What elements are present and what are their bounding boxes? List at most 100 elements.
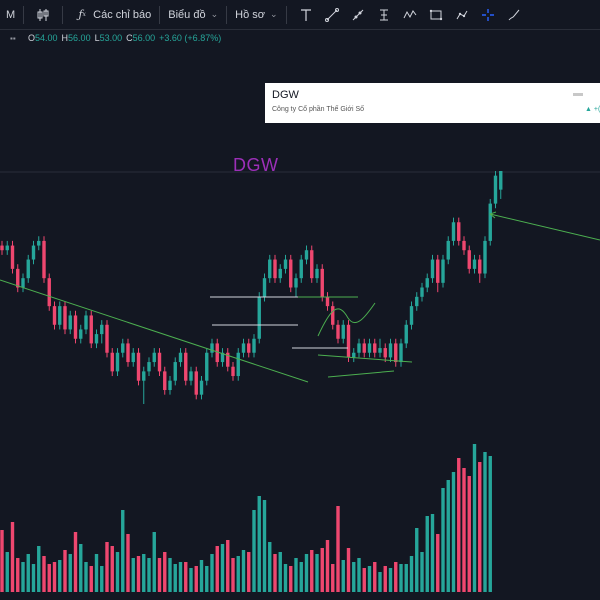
trendline <box>0 279 309 383</box>
volume-bar <box>320 548 324 592</box>
volume-bar <box>352 562 356 592</box>
volume-bar <box>16 558 20 592</box>
arrow-head-icon <box>488 211 497 219</box>
candle-body <box>325 296 330 307</box>
volume-bar <box>409 556 414 592</box>
timeframe-selector[interactable]: M <box>0 0 21 30</box>
rectangle-icon[interactable] <box>425 4 447 26</box>
candle-body <box>493 175 498 204</box>
candle-body <box>273 259 277 279</box>
volume-bar <box>451 472 456 592</box>
path-icon[interactable] <box>451 4 473 26</box>
volume-bar <box>436 534 440 592</box>
candle-body <box>257 296 261 339</box>
candle-body <box>136 352 141 381</box>
candle-body <box>388 343 393 358</box>
candle-body <box>173 362 177 381</box>
candle-body <box>215 343 219 363</box>
candle-body <box>220 352 225 363</box>
volume-bar <box>168 558 172 592</box>
volume-bar <box>52 562 57 592</box>
candle-body <box>394 343 398 363</box>
volume-bar <box>94 554 99 592</box>
collapse-icon[interactable]: ▪▪ <box>10 34 16 43</box>
symbol-watermark: DGW <box>233 155 279 175</box>
volume-bar <box>220 544 225 592</box>
volume-bar <box>483 452 487 592</box>
volume-bar <box>478 462 482 592</box>
line-tool-icon[interactable] <box>321 4 343 26</box>
candle-body <box>115 352 120 372</box>
cursor-text-icon[interactable] <box>373 4 395 26</box>
triangle-top-line <box>317 354 413 363</box>
candle-body <box>268 259 272 279</box>
candle-body <box>336 324 340 339</box>
volume-bar <box>115 552 120 592</box>
volume-bar <box>205 566 209 592</box>
volume-bar <box>189 568 193 592</box>
volume-bar <box>294 558 298 592</box>
candle-body <box>5 245 9 251</box>
volume-bar <box>241 550 246 592</box>
ray-tool-icon[interactable] <box>347 4 369 26</box>
candle-body <box>184 352 188 381</box>
volume-bar <box>63 550 67 592</box>
candle-body <box>110 352 114 372</box>
candle-body <box>142 371 146 381</box>
volume-bar <box>47 564 51 592</box>
volume-bar <box>446 480 450 592</box>
candle-body <box>168 380 172 391</box>
volume-bar <box>273 554 277 592</box>
volume-bar <box>226 540 230 592</box>
candle-body <box>499 171 503 190</box>
volume-bar <box>262 500 267 592</box>
volume-bar <box>457 458 461 592</box>
low-value: 53.00 <box>99 33 123 43</box>
candle-body <box>304 250 309 260</box>
candle-body <box>178 352 183 363</box>
volume-bar <box>252 510 256 592</box>
candle-body <box>378 348 382 353</box>
candle-body <box>241 343 246 353</box>
candle-body <box>283 259 288 269</box>
candle-body <box>157 352 162 372</box>
candle-body <box>462 240 466 251</box>
candle-body <box>357 343 361 353</box>
pattern-icon[interactable] <box>399 4 421 26</box>
volume-bar <box>341 560 345 592</box>
toolbar-divider <box>159 5 161 24</box>
chart-type-dropdown[interactable]: Biểu đồ ⌄ <box>162 0 224 30</box>
candle-body <box>320 268 324 297</box>
chart-type-label: Biểu đồ <box>168 8 206 21</box>
toolbar-divider <box>226 5 228 24</box>
volume-bar <box>37 546 41 592</box>
volume-bar <box>152 532 156 592</box>
volume-bar <box>142 554 146 592</box>
volume-bar <box>184 562 188 592</box>
brush-icon[interactable] <box>503 4 525 26</box>
symbol-info-card[interactable]: DGW Công ty Cổ phần Thế Giới Số ▲ +( <box>265 83 600 123</box>
profile-label: Hồ sơ <box>235 8 265 21</box>
candle-body <box>79 329 83 339</box>
volume-bar <box>10 522 15 592</box>
chart-style-button[interactable] <box>26 0 60 30</box>
candle-body <box>247 343 251 353</box>
volume-bar <box>147 558 151 592</box>
volume-bar <box>315 554 319 592</box>
profile-dropdown[interactable]: Hồ sơ ⌄ <box>229 0 283 30</box>
volume-bar <box>373 562 377 592</box>
volume-bar <box>105 542 109 592</box>
volume-bar <box>199 560 204 592</box>
volume-bar <box>394 562 398 592</box>
text-tool-icon[interactable] <box>295 4 317 26</box>
volume-bar <box>58 560 62 592</box>
close-label: C <box>126 33 133 43</box>
crosshair-icon[interactable] <box>477 4 499 26</box>
volume-bar <box>231 558 235 592</box>
candle-body <box>0 245 4 251</box>
candle-body <box>189 371 193 381</box>
volume-bar <box>283 564 288 592</box>
